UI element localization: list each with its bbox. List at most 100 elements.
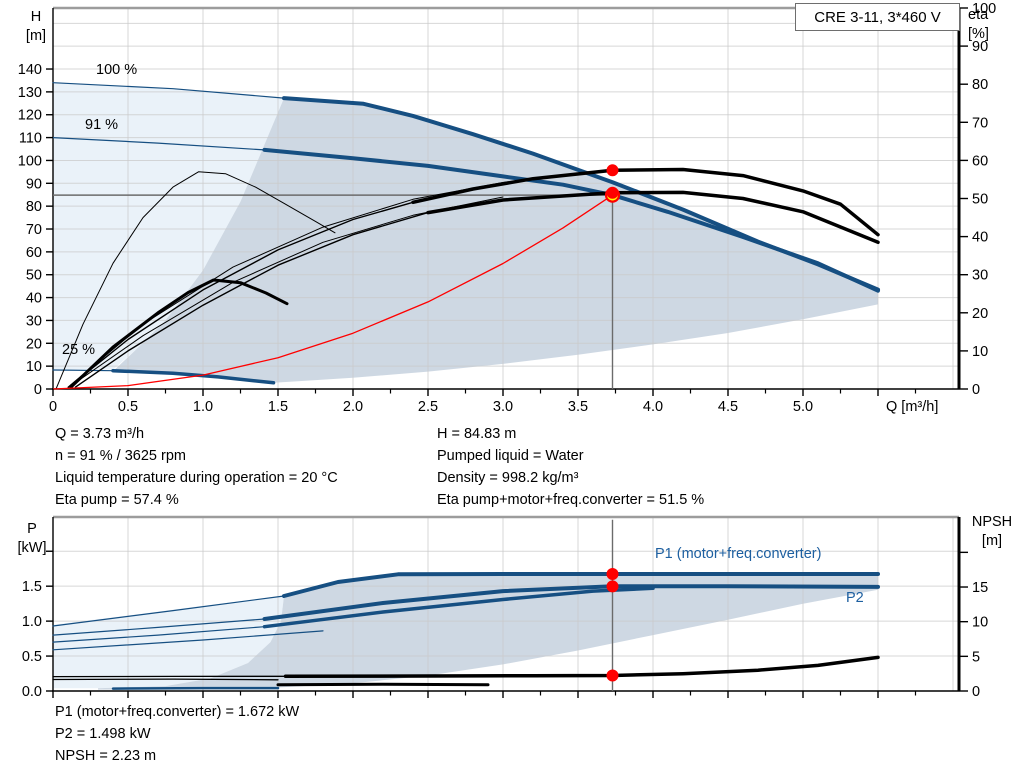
svg-text:20: 20 [972, 306, 988, 322]
svg-text:20: 20 [26, 336, 42, 352]
p2-25 [111, 686, 280, 690]
p-axis-title: P [kW] [8, 520, 56, 558]
svg-text:15: 15 [972, 580, 988, 596]
svg-text:90: 90 [26, 176, 42, 192]
eta-arc-25 [69, 278, 289, 389]
svg-text:0.5: 0.5 [22, 649, 42, 665]
info-p1: P1 (motor+freq.converter) = 1.672 kW [55, 704, 300, 720]
p-axis-title-line1: P [27, 521, 37, 537]
info-speed: n = 91 % / 3625 rpm [55, 448, 186, 464]
eta-total [426, 190, 880, 245]
eta-total-point [606, 186, 619, 199]
system-curve [52, 194, 614, 390]
svg-text:1.0: 1.0 [193, 399, 213, 415]
h-axis-title-line1: H [30, 9, 42, 25]
npsh-axis-title: NPSH [m] [962, 513, 1022, 551]
p1-point [606, 567, 619, 580]
svg-text:50: 50 [972, 192, 988, 208]
eta-total-thin [74, 211, 429, 388]
info-h: H = 84.83 m [437, 426, 517, 442]
svg-text:30: 30 [972, 268, 988, 284]
eta-pump [411, 167, 880, 237]
svg-text:80: 80 [26, 199, 42, 215]
info-density: Density = 998.2 kg/m³ [437, 470, 579, 486]
h-axis-title-line2: [m] [25, 28, 47, 44]
svg-text:0.0: 0.0 [22, 684, 42, 700]
svg-text:1.5: 1.5 [22, 579, 42, 595]
svg-text:130: 130 [18, 85, 42, 101]
svg-text:110: 110 [19, 131, 42, 147]
npsh-curve [283, 655, 880, 679]
svg-text:0: 0 [34, 382, 42, 398]
eta-axis-title-line2: [%] [968, 26, 989, 42]
p1-curve [282, 572, 880, 598]
power-operating-envelope [98, 574, 878, 690]
svg-text:10: 10 [972, 615, 988, 631]
q-axis-title: Q [m³/h] [886, 399, 939, 415]
svg-text:80: 80 [972, 77, 988, 93]
p2-curve [262, 584, 880, 621]
svg-text:70: 70 [26, 222, 42, 238]
svg-text:3.0: 3.0 [493, 399, 513, 415]
p2-curve-label: P2 [846, 590, 864, 606]
svg-text:3.5: 3.5 [568, 399, 588, 415]
pump-curve-100-thin [52, 82, 285, 99]
svg-text:90: 90 [972, 39, 988, 55]
svg-text:100: 100 [18, 153, 42, 169]
head-efficiency-chart: 0 0.5 1.0 1.5 2.0 2.5 3.0 3.5 4.0 4.5 5.0 0 10 20 30 40… [18, 1, 996, 415]
svg-text:0: 0 [972, 382, 980, 398]
svg-text:4.5: 4.5 [718, 399, 738, 415]
p-25-thin [52, 678, 279, 681]
svg-text:60: 60 [972, 153, 988, 169]
npsh-axis-title-line1: NPSH [971, 514, 1013, 530]
svg-text:2.0: 2.0 [343, 399, 363, 415]
envelope-all-speeds [53, 82, 284, 370]
svg-text:1.0: 1.0 [22, 614, 42, 630]
eta-fan-2 [67, 196, 504, 389]
svg-text:5: 5 [972, 649, 980, 665]
p2-thin [52, 618, 266, 636]
p1-curve-label: P1 (motor+freq.converter) [655, 546, 822, 562]
pump-curve-91-thin [52, 137, 266, 151]
info-liquid-temp: Liquid temperature during operation = 20… [55, 470, 338, 486]
p-thin-4 [52, 630, 324, 651]
eta-arc-100 [55, 171, 336, 390]
operating-envelope [113, 98, 878, 383]
svg-text:120: 120 [18, 108, 42, 124]
svg-text:70: 70 [972, 115, 988, 131]
power-info: P1 (motor+freq.converter) = 1.672 kW P2 … [55, 701, 299, 767]
eta-pump-thin [70, 201, 414, 386]
power-npsh-chart: 0.0 0.5 1.0 1.5 0 5 10 15 [22, 515, 988, 700]
p2-point [606, 580, 619, 593]
svg-text:100: 100 [972, 1, 996, 17]
svg-text:0.5: 0.5 [118, 399, 138, 415]
p1-91-thin [52, 626, 266, 643]
info-pumped-liquid: Pumped liquid = Water [437, 448, 584, 464]
svg-text:140: 140 [18, 62, 42, 78]
svg-text:60: 60 [26, 245, 42, 261]
pump-curve-91 [262, 147, 880, 293]
svg-text:40: 40 [972, 230, 988, 246]
info-p2: P2 = 1.498 kW [55, 726, 151, 742]
info-eta-pump: Eta pump = 57.4 % [55, 492, 179, 508]
npsh-axis-title-line2: [m] [981, 533, 1003, 549]
svg-text:40: 40 [26, 291, 42, 307]
duty-info-left: Q = 3.73 m³/h n = 91 % / 3625 rpm Liquid… [55, 423, 338, 511]
info-npsh: NPSH = 2.23 m [55, 748, 157, 764]
p-axis-title-line2: [kW] [17, 540, 47, 556]
pump-curve-25-thin [52, 369, 114, 372]
h-axis-title: H [m] [14, 8, 58, 46]
svg-text:2.5: 2.5 [418, 399, 438, 415]
info-q: Q = 3.73 m³/h [55, 426, 145, 442]
eta-axis-title: eta [%] [968, 6, 989, 44]
p1-100-thin [52, 595, 285, 627]
svg-text:0: 0 [49, 399, 57, 415]
svg-text:1.5: 1.5 [268, 399, 288, 415]
svg-text:50: 50 [26, 268, 42, 284]
eta-pump-point [606, 164, 619, 177]
eta-axis-title-line1: eta [968, 7, 989, 23]
speed-label-25: 25 % [62, 342, 96, 358]
svg-text:5.0: 5.0 [793, 399, 813, 415]
